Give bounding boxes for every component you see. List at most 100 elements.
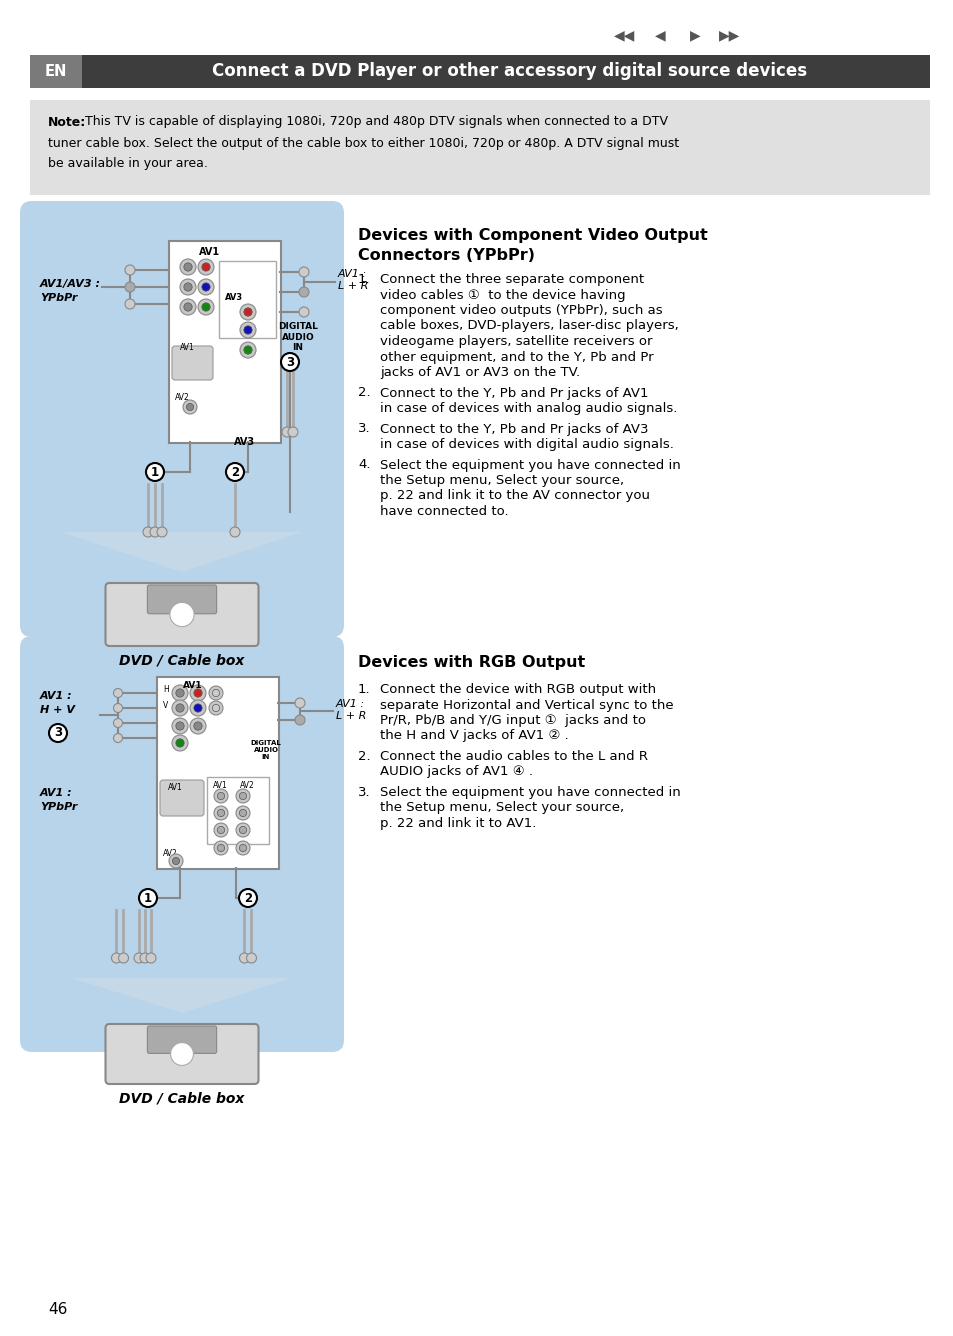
FancyBboxPatch shape (106, 1023, 258, 1083)
Text: YPbPr: YPbPr (40, 802, 77, 812)
Text: H: H (163, 685, 169, 695)
Text: Connect the device with RGB output with: Connect the device with RGB output with (379, 683, 656, 696)
Circle shape (172, 858, 179, 864)
Text: 2: 2 (231, 465, 239, 478)
Text: AV1 :
L + R: AV1 : L + R (337, 269, 368, 291)
Circle shape (240, 322, 255, 338)
Circle shape (193, 704, 202, 712)
Text: Pr/R, Pb/B and Y/G input ①  jacks and to: Pr/R, Pb/B and Y/G input ① jacks and to (379, 713, 645, 727)
Text: p. 22 and link it to the AV connector you: p. 22 and link it to the AV connector yo… (379, 489, 649, 502)
Circle shape (198, 259, 213, 275)
Circle shape (113, 688, 122, 697)
Text: DIGITAL
AUDIO
IN: DIGITAL AUDIO IN (251, 740, 281, 760)
Text: Devices with Component Video Output: Devices with Component Video Output (357, 228, 707, 243)
Circle shape (49, 724, 67, 741)
Circle shape (244, 326, 252, 334)
Text: have connected to.: have connected to. (379, 505, 508, 518)
Circle shape (190, 685, 206, 701)
Text: EN: EN (45, 64, 67, 79)
FancyBboxPatch shape (169, 240, 281, 444)
FancyBboxPatch shape (20, 200, 344, 637)
Text: separate Horizontal and Vertical sync to the: separate Horizontal and Vertical sync to… (379, 699, 673, 712)
Circle shape (175, 704, 184, 712)
Circle shape (190, 717, 206, 733)
Text: ▶: ▶ (689, 28, 700, 41)
Text: Devices with RGB Output: Devices with RGB Output (357, 655, 584, 669)
Circle shape (169, 854, 183, 868)
Circle shape (175, 739, 184, 747)
Text: in case of devices with analog audio signals.: in case of devices with analog audio sig… (379, 402, 677, 415)
FancyBboxPatch shape (30, 100, 929, 195)
Circle shape (175, 689, 184, 697)
Text: AV1: AV1 (183, 681, 203, 691)
Text: 1: 1 (151, 465, 159, 478)
FancyBboxPatch shape (30, 55, 82, 88)
Text: V: V (163, 700, 168, 709)
Circle shape (180, 299, 195, 315)
Circle shape (213, 823, 228, 836)
Text: Select the equipment you have connected in: Select the equipment you have connected … (379, 458, 680, 472)
Circle shape (170, 603, 193, 627)
Text: the Setup menu, Select your source,: the Setup menu, Select your source, (379, 474, 623, 488)
Polygon shape (62, 532, 302, 572)
FancyBboxPatch shape (207, 778, 269, 844)
Circle shape (190, 700, 206, 716)
Text: 1.: 1. (357, 273, 370, 286)
Circle shape (184, 303, 192, 311)
Circle shape (235, 823, 250, 836)
Circle shape (186, 403, 193, 410)
Text: p. 22 and link it to AV1.: p. 22 and link it to AV1. (379, 818, 536, 830)
Circle shape (213, 840, 228, 855)
Text: Connect to the Y, Pb and Pr jacks of AV1: Connect to the Y, Pb and Pr jacks of AV1 (379, 386, 648, 399)
Circle shape (239, 827, 247, 834)
Circle shape (239, 810, 247, 816)
Circle shape (172, 700, 188, 716)
Circle shape (183, 399, 196, 414)
Circle shape (217, 810, 224, 816)
Circle shape (112, 953, 121, 963)
Circle shape (239, 953, 250, 963)
Text: video cables ①  to the device having: video cables ① to the device having (379, 289, 625, 302)
FancyBboxPatch shape (157, 677, 278, 868)
Text: AV1/AV3 :: AV1/AV3 : (40, 279, 101, 289)
Circle shape (239, 888, 256, 907)
Circle shape (140, 953, 150, 963)
Text: 1: 1 (144, 891, 152, 904)
Circle shape (171, 1042, 193, 1065)
Text: other equipment, and to the Y, Pb and Pr: other equipment, and to the Y, Pb and Pr (379, 350, 653, 363)
Circle shape (294, 697, 305, 708)
Circle shape (230, 526, 240, 537)
Text: DVD / Cable box: DVD / Cable box (119, 653, 244, 667)
Text: 2.: 2. (357, 749, 370, 763)
Circle shape (246, 953, 256, 963)
Text: the Setup menu, Select your source,: the Setup menu, Select your source, (379, 802, 623, 815)
Polygon shape (71, 978, 292, 1013)
Circle shape (139, 888, 157, 907)
Circle shape (217, 792, 224, 800)
Circle shape (193, 689, 202, 697)
Text: 1.: 1. (357, 683, 370, 696)
Text: ▶▶: ▶▶ (719, 28, 740, 41)
Text: AV1: AV1 (168, 783, 183, 792)
Text: 3.: 3. (357, 786, 370, 799)
Text: ◀: ◀ (654, 28, 664, 41)
Text: cable boxes, DVD-players, laser-disc players,: cable boxes, DVD-players, laser-disc pla… (379, 319, 678, 333)
Circle shape (294, 715, 305, 725)
Circle shape (113, 704, 122, 712)
Circle shape (172, 685, 188, 701)
Text: in case of devices with digital audio signals.: in case of devices with digital audio si… (379, 438, 673, 452)
FancyBboxPatch shape (219, 261, 275, 338)
Circle shape (213, 790, 228, 803)
Text: 46: 46 (48, 1303, 68, 1317)
Circle shape (239, 792, 247, 800)
Circle shape (288, 428, 297, 437)
Circle shape (146, 464, 164, 481)
FancyBboxPatch shape (20, 636, 344, 1051)
Text: This TV is capable of displaying 1080i, 720p and 480p DTV signals when connected: This TV is capable of displaying 1080i, … (85, 115, 667, 128)
Circle shape (213, 806, 228, 820)
Circle shape (146, 953, 156, 963)
Text: tuner cable box. Select the output of the cable box to either 1080i, 720p or 480: tuner cable box. Select the output of th… (48, 136, 679, 150)
Text: AV1: AV1 (199, 247, 220, 257)
Text: AV1: AV1 (213, 782, 228, 791)
Text: Connect to the Y, Pb and Pr jacks of AV3: Connect to the Y, Pb and Pr jacks of AV3 (379, 422, 648, 436)
